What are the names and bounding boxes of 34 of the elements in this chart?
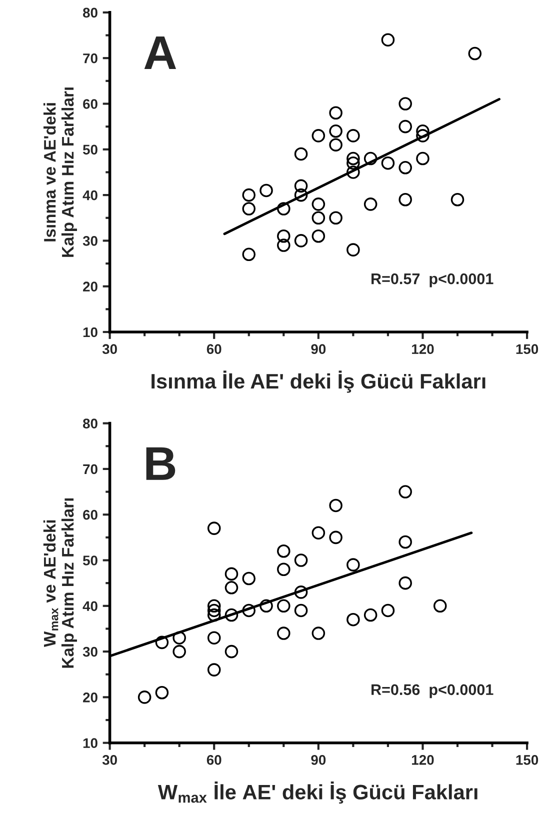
y-tick-label: 40	[82, 601, 98, 612]
x-tick-label: 60	[206, 755, 222, 765]
y-tick-label: 50	[82, 556, 98, 566]
y-tick-label: 30	[82, 236, 98, 246]
y-tick-label: 70	[83, 53, 98, 64]
y-tick-label: 10	[83, 738, 98, 748]
y-tick-label: 20	[83, 282, 98, 292]
x-tick-label: 30	[102, 344, 117, 354]
x-tick-label: 120	[412, 755, 434, 765]
y-tick-label: 70	[83, 464, 98, 474]
chart-title: A	[144, 36, 176, 70]
y-tick-label: 60	[83, 99, 98, 109]
annotation: R=0.56 p<0.0001	[372, 684, 494, 698]
x-tick-label: 60	[206, 344, 222, 354]
x-tick-label: 150	[516, 755, 538, 765]
chart-title: B	[146, 447, 176, 480]
y-tick-label: 10	[83, 327, 98, 338]
y-tick-label: 50	[82, 144, 98, 155]
x-tick-label: 90	[311, 755, 326, 765]
x-axis-title: Isınma İle AE' deki İş Gücü Fakları	[152, 370, 486, 393]
y-tick-label: 80	[82, 8, 98, 18]
y-axis-title: W$_{max}$ ve AE'deki Kalp Atım Hız Farkları	[43, 498, 77, 668]
y-tick-label: 60	[83, 510, 98, 520]
x-tick-label: 90	[311, 344, 326, 354]
x-axis-title: W$_{max}$ İle AE' deki İş Gücü Fakları	[158, 781, 478, 804]
y-tick-label: 40	[82, 190, 98, 200]
x-tick-label: 30	[102, 755, 117, 765]
y-tick-label: 20	[83, 692, 98, 702]
annotation: R=0.57 p<0.0001	[372, 273, 494, 288]
y-axis-title: Isınma ve AE'deki Kalp Atım Hız Farkları	[44, 88, 77, 257]
x-tick-label: 120	[412, 344, 434, 354]
y-tick-label: 80	[82, 418, 98, 428]
x-tick-label: 150	[516, 344, 538, 354]
y-tick-label: 30	[82, 646, 98, 657]
